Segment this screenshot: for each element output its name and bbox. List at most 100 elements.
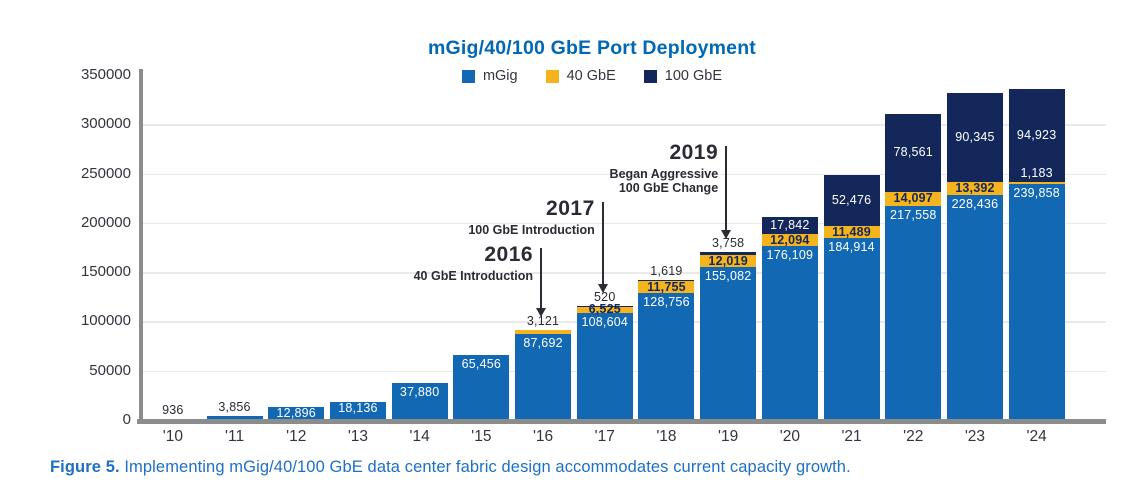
value-label-mgig: 228,436 (951, 196, 999, 211)
value-label-40gbe: 3,121 (526, 314, 560, 329)
bar-segment-mgig (700, 267, 757, 420)
annotation-text: 2019 Began Aggressive 100 GbE Change (609, 142, 719, 196)
x-axis-tick-label: '22 (903, 428, 924, 445)
value-label-mgig: 239,858 (1013, 185, 1060, 200)
y-axis-tick-label: 50000 (89, 361, 131, 379)
y-axis-tick-label: 0 (122, 411, 131, 428)
gridline (141, 222, 1106, 225)
x-axis-tick-label: '12 (286, 428, 307, 445)
legend-item-40gbe: 40 GbE (545, 68, 616, 84)
y-axis-tick-label: 100000 (80, 312, 131, 330)
value-label-mgig: 217,558 (889, 207, 937, 222)
value-label-mgig: 18,136 (338, 401, 378, 416)
legend-label-40gbe: 40 GbE (566, 68, 616, 84)
value-label-mgig: 936 (162, 403, 184, 418)
annotation-arrow-head (597, 284, 608, 293)
bar-segment-100gbe (885, 114, 942, 192)
bar-segment-100gbe (1008, 88, 1065, 183)
value-label-mgig: 108,604 (581, 314, 629, 329)
annotation-year-label: 2017 (546, 197, 595, 220)
value-label-40gbe: 14,097 (893, 191, 933, 206)
bar-segment-mgig (638, 293, 695, 420)
x-axis-tick-label: '16 (532, 428, 554, 445)
value-label-40gbe: 12,094 (770, 232, 810, 247)
bar-segment-mgig (823, 237, 880, 420)
bar-segment-40gbe (761, 234, 818, 247)
value-label-100gbe: 90,345 (955, 129, 995, 144)
value-label-100gbe: 52,476 (831, 193, 872, 208)
annotation-text: 2017 100 GbE Introduction (468, 197, 595, 238)
bar-segment-100gbe (946, 92, 1003, 182)
value-label-100gbe: 17,842 (770, 218, 810, 233)
legend-swatch-100gbe (643, 69, 657, 83)
gridline (141, 173, 1106, 176)
annotation-arrow-line (601, 202, 604, 284)
y-axis-tick-label: 300000 (80, 115, 131, 133)
value-label-mgig: 87,692 (523, 335, 563, 350)
bar-segment-mgig (946, 194, 1003, 420)
annotation-subtitle: 100 GbE Change (618, 181, 719, 195)
legend-item-mgig: mGig (461, 68, 518, 84)
x-axis-tick-label: '10 (162, 428, 183, 445)
x-axis-tick-label: '15 (471, 428, 492, 445)
x-axis-tick-label: '18 (656, 428, 677, 445)
x-axis-tick-label: '24 (1026, 428, 1047, 445)
annotation-arrow-head (536, 308, 547, 318)
bar-segment-mgig (453, 355, 510, 420)
bar-segment-40gbe (823, 226, 880, 238)
legend-label-mgig: mGig (482, 68, 518, 84)
bar-segment-mgig (761, 246, 818, 420)
bar-segment-mgig (329, 402, 386, 420)
value-label-40gbe: 11,489 (832, 224, 871, 239)
bar-segment-40gbe (946, 181, 1003, 195)
bar-segment-mgig (576, 312, 633, 420)
figure-caption-prefix: Figure 5. (50, 458, 120, 476)
value-label-100gbe: 78,561 (893, 145, 933, 160)
value-label-mgig: 12,896 (276, 406, 316, 421)
y-axis-tick-label: 200000 (80, 213, 131, 231)
bar-segment-mgig (885, 205, 942, 420)
x-axis-tick-label: '11 (225, 428, 245, 445)
gridline (141, 272, 1106, 274)
x-axis-tick-label: '13 (347, 428, 369, 445)
bar-segment-100gbe (761, 216, 818, 235)
bar-segment-100gbe (700, 251, 757, 256)
value-label-40gbe: 1,183 (1020, 166, 1053, 181)
legend-swatch-mgig (461, 69, 475, 83)
bar-segment-mgig (206, 416, 263, 420)
y-axis-tick-label: 250000 (80, 164, 131, 182)
annotation-subtitle: 40 GbE Introduction (413, 269, 534, 283)
figure-caption: Figure 5. Implementing mGig/40/100 GbE d… (50, 458, 851, 477)
bar-segment-mgig (1008, 183, 1065, 420)
bar-segment-40gbe (576, 306, 633, 313)
legend-item-100gbe: 100 GbE (643, 68, 723, 84)
value-label-mgig: 184,914 (828, 239, 875, 254)
annotation-arrow-head (721, 229, 732, 239)
annotation-year-label: 2016 (484, 243, 534, 266)
legend-label-100gbe: 100 GbE (664, 68, 723, 84)
x-axis-tick-label: '14 (409, 428, 430, 445)
bar-segment-mgig (515, 333, 572, 420)
bar-segment-mgig (268, 407, 325, 420)
bar-segment-mgig (391, 382, 448, 420)
chart-legend: mGig 40 GbE 100 GbE (44, 68, 1140, 84)
annotation-text: 2016 40 GbE Introduction (413, 243, 534, 284)
value-label-mgig: 176,109 (766, 248, 814, 263)
x-axis-tick-label: '20 (779, 428, 800, 445)
gridline (141, 124, 1106, 126)
value-label-40gbe: 6,525 (588, 302, 621, 317)
bar-segment-40gbe (638, 281, 695, 294)
figure-caption-text: Implementing mGig/40/100 GbE data center… (124, 458, 851, 476)
annotation-subtitle: 100 GbE Introduction (468, 223, 595, 237)
bar-segment-40gbe (885, 191, 942, 206)
annotation-arrow-line (540, 248, 543, 309)
chart-title: mGig/40/100 GbE Port Deployment (427, 37, 757, 59)
x-axis-tick-label: '21 (841, 428, 862, 445)
y-axis-tick-label: 150000 (80, 263, 131, 281)
value-label-100gbe: 520 (594, 290, 616, 304)
annotation-subtitle: Began Aggressive (609, 167, 719, 181)
value-label-mgig: 65,456 (461, 357, 502, 372)
value-label-100gbe: 1,619 (650, 263, 683, 278)
